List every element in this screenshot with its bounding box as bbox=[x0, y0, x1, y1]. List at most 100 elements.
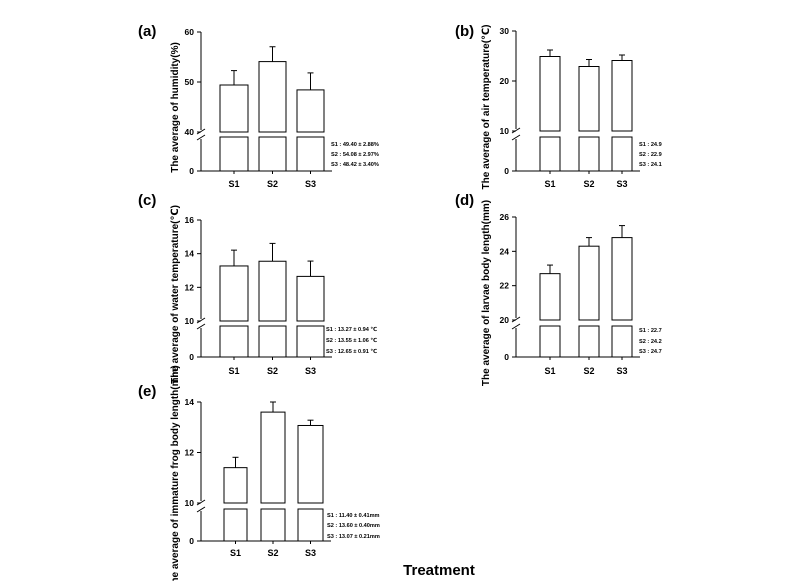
stat-annotation: S1 : 49.40 ± 2.88% bbox=[331, 142, 379, 148]
y-tick-label: 20 bbox=[500, 76, 510, 86]
y-axis-title: The average of larvae body length(mm) bbox=[481, 200, 492, 386]
axis-break-mark bbox=[196, 323, 206, 330]
x-tick-label: S2 bbox=[267, 179, 278, 189]
axis-break-mark bbox=[511, 323, 521, 330]
y-tick-label: 40 bbox=[185, 127, 195, 137]
stat-annotation: S1 : 24.9 bbox=[639, 142, 662, 148]
bar bbox=[611, 237, 633, 321]
x-tick-label: S2 bbox=[583, 179, 594, 189]
bar bbox=[260, 411, 286, 504]
bar-base bbox=[219, 136, 249, 172]
y-tick-label: 0 bbox=[504, 166, 509, 176]
y-tick-label: 12 bbox=[185, 448, 195, 458]
x-axis-title: Treatment bbox=[403, 562, 475, 579]
stat-annotation: S2 : 54.08 ± 2.97% bbox=[331, 152, 379, 158]
stat-annotation: S2 : 22.9 bbox=[639, 152, 662, 158]
panel-label: (a) bbox=[138, 23, 156, 40]
x-tick-label: S3 bbox=[616, 366, 627, 376]
bar bbox=[258, 260, 287, 322]
y-tick-label: 50 bbox=[185, 77, 195, 87]
x-tick-label: S1 bbox=[230, 548, 241, 558]
axis-break-mark bbox=[511, 134, 521, 141]
y-tick-label: 12 bbox=[185, 282, 195, 292]
y-axis-title: The average of humidity(%) bbox=[170, 42, 181, 173]
chart-panel: (e) The average of immature frog body len… bbox=[138, 365, 380, 581]
bar bbox=[258, 61, 287, 133]
y-tick-label: 0 bbox=[189, 166, 194, 176]
stat-annotation: S1 : 13.27 ± 0.94 ℃ bbox=[326, 326, 377, 333]
bar bbox=[219, 265, 249, 322]
chart-panel: (c) The average of water temperature(℃) 10… bbox=[138, 192, 377, 384]
axis-break-mark bbox=[196, 506, 206, 513]
y-tick-label: 10 bbox=[500, 126, 510, 136]
y-tick-label: 0 bbox=[189, 536, 194, 546]
stat-annotation: S1 : 11.40 ± 0.41mm bbox=[327, 513, 380, 519]
y-tick-label: 16 bbox=[185, 215, 195, 225]
y-tick-label: 22 bbox=[500, 281, 510, 291]
chart-panel: (b) The average of air temperature(℃) 10 20… bbox=[455, 23, 662, 189]
bar bbox=[296, 275, 325, 322]
y-tick-label: 14 bbox=[185, 249, 195, 259]
bar-base bbox=[539, 325, 561, 358]
bar-base bbox=[578, 136, 600, 172]
bar-base bbox=[611, 325, 633, 358]
stat-annotation: S3 : 24.7 bbox=[639, 349, 662, 355]
x-tick-label: S1 bbox=[228, 179, 239, 189]
bar bbox=[578, 66, 600, 132]
y-tick-label: 0 bbox=[189, 352, 194, 362]
x-tick-label: S2 bbox=[267, 548, 278, 558]
stat-annotation: S3 : 13.07 ± 0.21mm bbox=[327, 534, 380, 540]
x-tick-label: S2 bbox=[583, 366, 594, 376]
bar bbox=[223, 467, 248, 504]
stat-annotation: S2 : 13.60 ± 0.40mm bbox=[327, 523, 380, 529]
x-tick-label: S3 bbox=[305, 179, 316, 189]
y-tick-label: 60 bbox=[185, 27, 195, 37]
bar-base bbox=[539, 136, 561, 172]
y-tick-label: 26 bbox=[500, 212, 510, 222]
y-tick-label: 14 bbox=[185, 397, 195, 407]
y-axis-title: The average of immature frog body length… bbox=[170, 365, 181, 581]
y-tick-label: 20 bbox=[500, 315, 510, 325]
chart-panel: (a) The average of humidity(%) 40 50 60 0 S1 S2… bbox=[138, 23, 379, 189]
bar-base bbox=[260, 508, 286, 542]
stat-annotation: S3 : 48.42 ± 3.40% bbox=[331, 162, 379, 168]
y-tick-label: 24 bbox=[500, 246, 510, 256]
y-tick-label: 30 bbox=[500, 26, 510, 36]
x-tick-label: S1 bbox=[228, 366, 239, 376]
bar bbox=[296, 89, 325, 133]
bar bbox=[611, 60, 633, 132]
y-axis-title: The average of water temperature(℃) bbox=[170, 205, 181, 384]
bar-base bbox=[258, 325, 287, 358]
stat-annotation: S2 : 24.2 bbox=[639, 339, 662, 345]
bar-base bbox=[611, 136, 633, 172]
bar-base bbox=[258, 136, 287, 172]
bar bbox=[539, 56, 561, 132]
bar bbox=[578, 245, 600, 321]
x-tick-label: S3 bbox=[616, 179, 627, 189]
bar bbox=[219, 84, 249, 133]
panel-label: (c) bbox=[138, 192, 156, 209]
y-tick-label: 0 bbox=[504, 352, 509, 362]
chart-panel: (d) The average of larvae body length(mm)… bbox=[455, 192, 662, 386]
y-axis-title: The average of air temperature(℃) bbox=[481, 25, 492, 190]
x-tick-label: S3 bbox=[305, 548, 316, 558]
bar-base bbox=[219, 325, 249, 358]
panel-label: (d) bbox=[455, 192, 474, 209]
bar bbox=[297, 424, 324, 504]
stat-annotation: S3 : 24.1 bbox=[639, 162, 662, 168]
bar bbox=[539, 273, 561, 321]
stat-annotation: S2 : 13.55 ± 1.06 ℃ bbox=[326, 337, 377, 344]
panel-label: (e) bbox=[138, 383, 156, 400]
x-tick-label: S1 bbox=[544, 366, 555, 376]
bar-base bbox=[578, 325, 600, 358]
bar-base bbox=[297, 508, 324, 542]
axis-break-mark bbox=[196, 134, 206, 141]
y-tick-label: 10 bbox=[185, 498, 195, 508]
y-tick-label: 10 bbox=[185, 316, 195, 326]
bar-base bbox=[296, 136, 325, 172]
bar-base bbox=[296, 325, 325, 358]
stat-annotation: S3 : 12.65 ± 0.91 ℃ bbox=[326, 348, 377, 355]
stat-annotation: S1 : 22.7 bbox=[639, 328, 662, 334]
x-tick-label: S2 bbox=[267, 366, 278, 376]
